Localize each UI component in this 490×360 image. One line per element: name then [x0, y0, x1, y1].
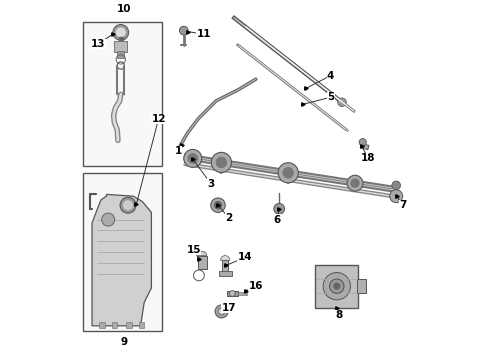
- Text: 18: 18: [361, 153, 375, 163]
- Bar: [315, 265, 358, 308]
- Bar: [139, 322, 144, 328]
- Circle shape: [338, 98, 346, 107]
- Text: 13: 13: [91, 39, 105, 49]
- Bar: [227, 291, 238, 296]
- Circle shape: [229, 291, 235, 296]
- Bar: [83, 173, 162, 331]
- Text: 15: 15: [187, 245, 201, 255]
- Circle shape: [390, 190, 403, 203]
- Text: 11: 11: [196, 29, 211, 39]
- Text: 10: 10: [117, 4, 132, 14]
- Bar: [112, 322, 117, 328]
- Circle shape: [188, 154, 197, 163]
- Text: 12: 12: [151, 114, 166, 124]
- Bar: [119, 37, 122, 40]
- Text: 8: 8: [336, 310, 343, 320]
- Bar: [222, 260, 228, 273]
- Bar: [99, 322, 104, 328]
- Bar: [117, 51, 124, 58]
- Text: 16: 16: [248, 281, 263, 291]
- Wedge shape: [220, 256, 230, 260]
- Circle shape: [334, 283, 340, 289]
- Bar: [198, 256, 207, 269]
- Text: 2: 2: [225, 213, 232, 223]
- Bar: [360, 143, 369, 150]
- Circle shape: [392, 181, 400, 190]
- Polygon shape: [92, 194, 151, 326]
- Bar: [219, 271, 232, 276]
- Bar: [83, 22, 162, 166]
- Circle shape: [120, 197, 136, 213]
- Text: 7: 7: [399, 200, 406, 210]
- Circle shape: [283, 168, 293, 178]
- Circle shape: [330, 279, 344, 293]
- Text: 3: 3: [207, 179, 215, 189]
- Text: 4: 4: [327, 71, 334, 81]
- Bar: [357, 279, 366, 293]
- Circle shape: [274, 203, 285, 214]
- Circle shape: [123, 201, 132, 210]
- Circle shape: [217, 157, 226, 167]
- Circle shape: [351, 179, 359, 187]
- Bar: [114, 41, 127, 52]
- Circle shape: [102, 213, 115, 226]
- Bar: [126, 322, 132, 328]
- Circle shape: [215, 305, 228, 318]
- Circle shape: [359, 139, 367, 146]
- Circle shape: [117, 28, 125, 37]
- Circle shape: [218, 308, 225, 315]
- Wedge shape: [198, 251, 207, 256]
- Circle shape: [278, 163, 298, 183]
- Text: 14: 14: [238, 252, 252, 262]
- Circle shape: [179, 26, 188, 35]
- Circle shape: [347, 175, 363, 191]
- Text: 17: 17: [221, 303, 236, 313]
- Circle shape: [323, 273, 350, 300]
- Circle shape: [113, 24, 129, 40]
- Circle shape: [211, 152, 231, 172]
- Text: 9: 9: [121, 337, 128, 347]
- Circle shape: [215, 202, 221, 209]
- Text: 6: 6: [274, 215, 281, 225]
- Circle shape: [220, 310, 223, 313]
- Circle shape: [211, 198, 225, 212]
- Text: 5: 5: [327, 92, 334, 102]
- Circle shape: [184, 149, 202, 167]
- Bar: [238, 292, 247, 295]
- Text: 1: 1: [175, 146, 182, 156]
